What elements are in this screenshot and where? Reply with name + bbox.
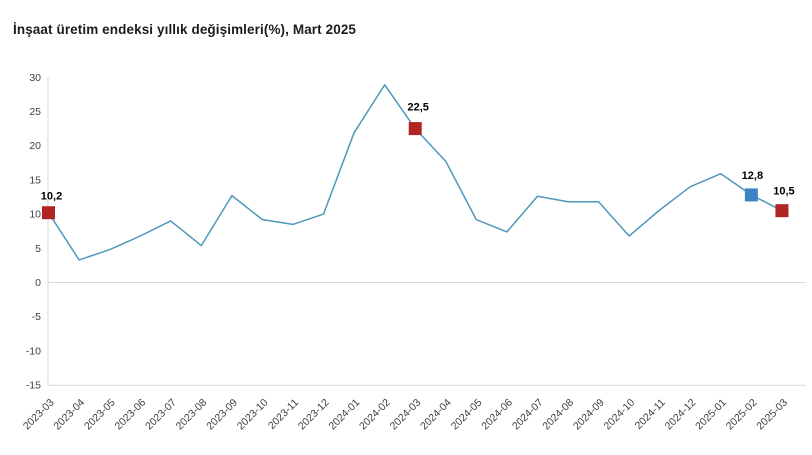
y-tick-label: 15 [29,174,41,186]
x-tick-label: 2023-07 [143,397,179,433]
x-tick-label: 2024-10 [602,397,638,433]
x-tick-label: 2024-03 [388,397,424,433]
x-tick-label: 2024-11 [633,397,668,432]
x-tick-label: 2023-09 [204,397,240,433]
x-tick-label: 2023-10 [235,397,271,433]
y-tick-label: 0 [35,277,41,289]
point-label-2023-03: 10,2 [41,191,62,203]
y-tick-label: 5 [35,243,41,255]
x-tick-label: 2023-11 [266,397,301,432]
x-tick-label: 2025-03 [754,397,790,433]
x-tick-label: 2024-09 [571,397,607,433]
x-tick-label: 2023-08 [174,397,210,433]
x-tick-label: 2024-01 [326,397,362,433]
marker-2025-02 [744,188,758,202]
point-label-2025-02: 12,8 [742,170,763,182]
y-tick-label: -5 [32,311,41,323]
x-tick-label: 2024-05 [449,397,485,433]
x-tick-label: 2023-06 [113,397,149,433]
x-tick-label: 2024-07 [510,397,546,433]
x-tick-label: 2025-02 [724,397,760,433]
point-label-2025-03: 10,5 [773,186,794,198]
y-tick-label: -15 [26,380,41,392]
x-tick-label: 2024-04 [418,397,454,433]
x-tick-label: 2024-06 [479,397,515,433]
y-tick-label: 20 [29,140,41,152]
x-tick-label: 2024-02 [357,397,393,433]
x-tick-label: 2025-01 [693,397,729,433]
y-tick-label: 25 [29,106,41,118]
marker-2024-03 [408,122,422,136]
x-tick-label: 2024-12 [663,397,699,433]
y-tick-label: -10 [26,345,41,357]
point-label-2024-03: 22,5 [408,102,429,114]
chart-title: İnşaat üretim endeksi yıllık değişimleri… [13,22,357,37]
x-tick-label: 2023-12 [296,397,332,433]
marker-2025-03 [775,204,789,218]
y-tick-label: 30 [29,72,41,84]
x-tick-label: 2023-03 [21,397,57,433]
x-tick-label: 2023-05 [82,397,118,433]
y-tick-label: 10 [29,209,41,221]
x-tick-label: 2023-04 [51,397,87,433]
x-tick-label: 2024-08 [540,397,576,433]
marker-2023-03 [42,206,55,220]
